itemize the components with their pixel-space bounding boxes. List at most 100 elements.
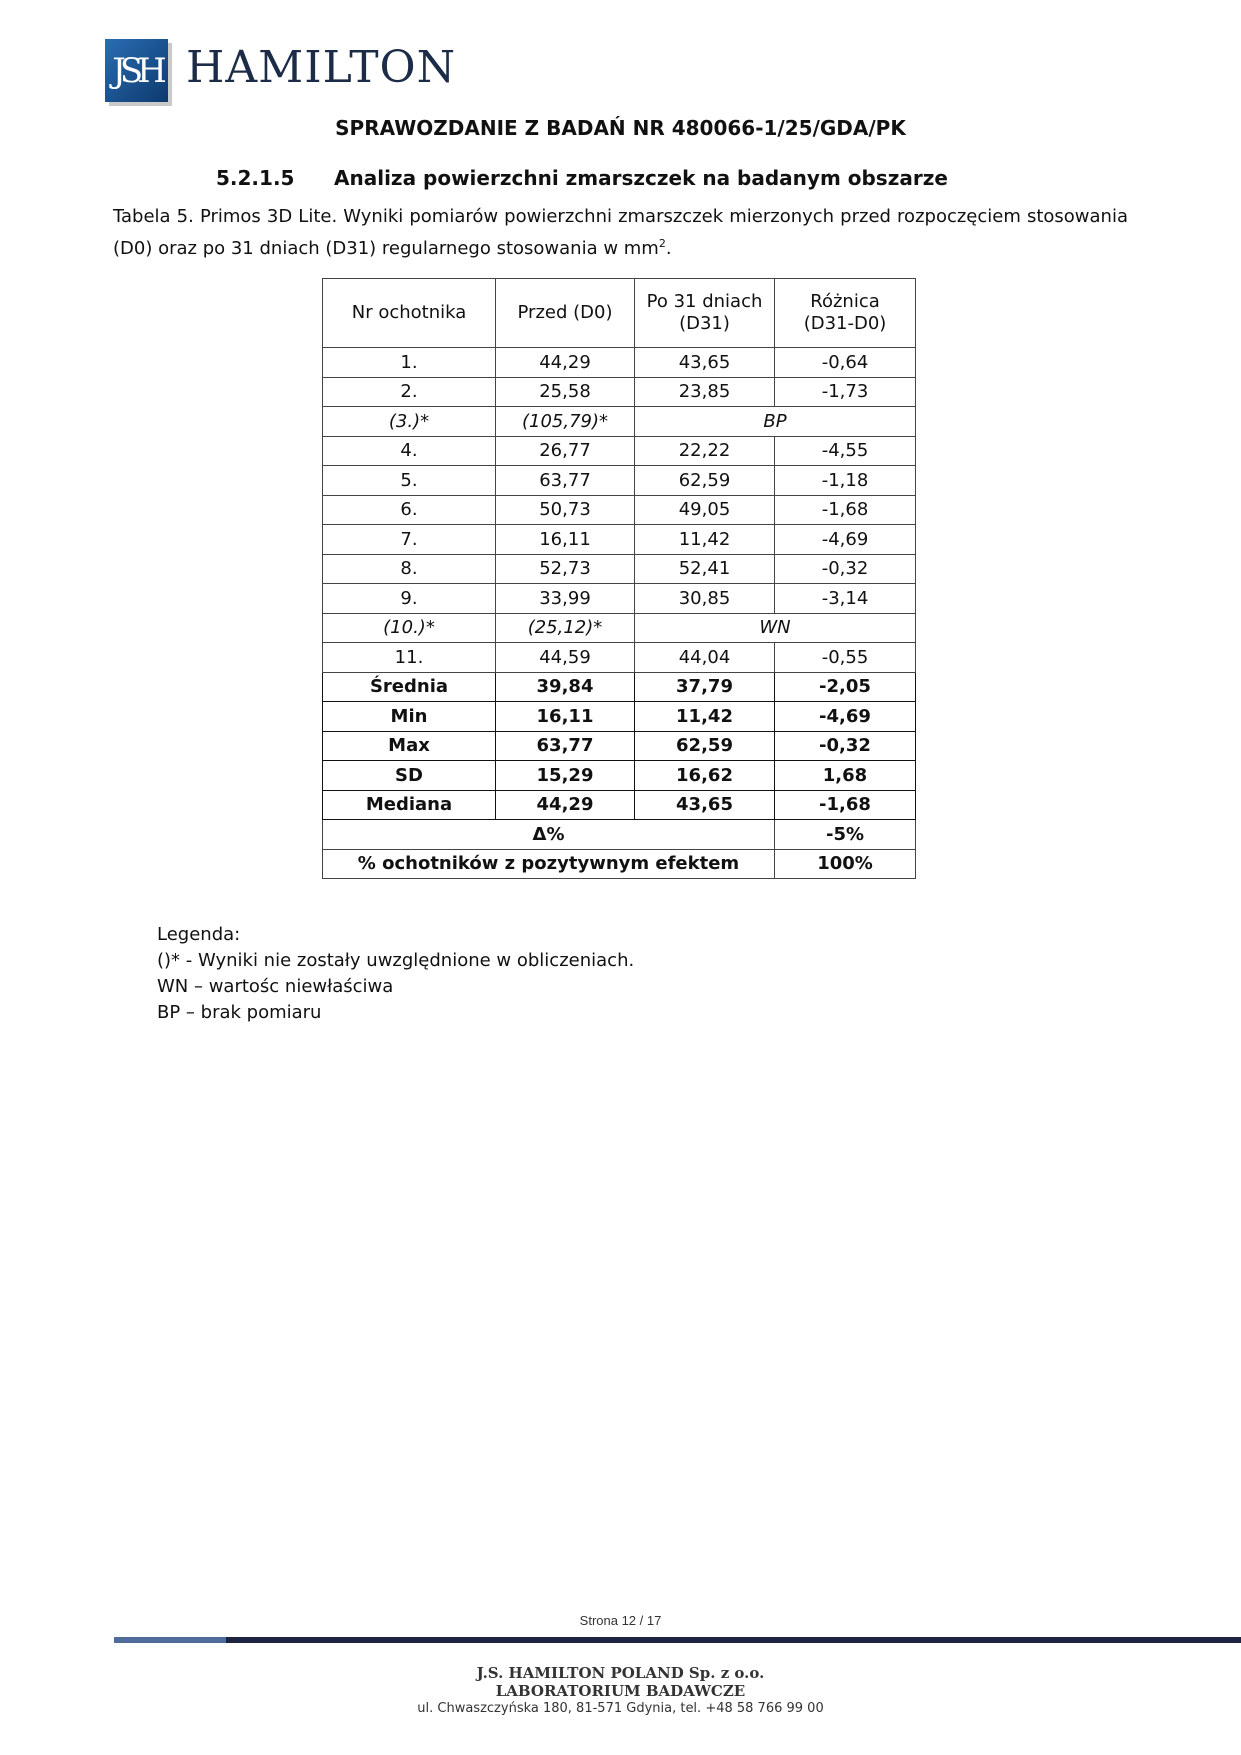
- caption-sup: 2: [658, 237, 666, 250]
- table-cell: -0,55: [774, 642, 916, 673]
- section-number: 5.2.1.5: [216, 166, 295, 190]
- table-cell: 52,73: [495, 553, 635, 584]
- table-cell: (25,12)*: [495, 612, 635, 643]
- table-cell: 39,84: [495, 671, 635, 702]
- table-cell: 1,68: [774, 760, 916, 791]
- table-cell: 30,85: [634, 583, 775, 614]
- section-title: Analiza powierzchni zmarszczek na badany…: [334, 166, 948, 190]
- table-cell: (105,79)*: [495, 406, 635, 437]
- caption-end: .: [665, 238, 672, 259]
- table-cell: BP: [634, 406, 916, 437]
- footer-company: J.S. HAMILTON POLAND Sp. z o.o.: [476, 1664, 765, 1682]
- table-cell: 33,99: [495, 583, 635, 614]
- table-cell: -0,32: [774, 730, 916, 761]
- page-number: Strona 12 / 17: [579, 1613, 662, 1628]
- table-cell: -3,14: [774, 583, 916, 614]
- logo-text: HAMILTON: [186, 42, 457, 93]
- table-cell: -1,18: [774, 465, 916, 496]
- column-header-line: Różnica: [810, 291, 880, 312]
- stats-row: Mediana 44,29 43,65 -1,68: [322, 789, 916, 820]
- table-cell: Mediana: [322, 789, 496, 820]
- table-cell: 43,65: [634, 789, 775, 820]
- table-cell: 11,42: [634, 701, 775, 732]
- column-header-line: Po 31 dniach: [646, 291, 763, 312]
- table-row: 6. 50,73 49,05 -1,68: [322, 494, 916, 525]
- stats-row: Max 63,77 62,59 -0,32: [322, 730, 916, 761]
- table-cell: 62,59: [634, 465, 775, 496]
- table-row: 7. 16,11 11,42 -4,69: [322, 524, 916, 555]
- table-row: 1. 44,29 43,65 -0,64: [322, 347, 916, 378]
- stats-row: Min 16,11 11,42 -4,69: [322, 701, 916, 732]
- table-header-row: Nr ochotnika Przed (D0) Po 31 dniach (D31) R…: [322, 278, 916, 348]
- column-header: Po 31 dniach (D31): [634, 278, 775, 348]
- section-heading: 5.2.1.5 Analiza powierzchni zmarszczek na…: [216, 166, 948, 190]
- table-cell: SD: [322, 760, 496, 791]
- table-cell: 37,79: [634, 671, 775, 702]
- table-cell: 16,11: [495, 524, 635, 555]
- table-cell: 49,05: [634, 494, 775, 525]
- table-cell: -4,69: [774, 701, 916, 732]
- table-cell: 52,41: [634, 553, 775, 584]
- table-row: 4. 26,77 22,22 -4,55: [322, 435, 916, 466]
- table-cell: -1,68: [774, 789, 916, 820]
- report-title: SPRAWOZDANIE Z BADAŃ NR 480066-1/25/GDA/…: [335, 116, 906, 140]
- table-cell: 43,65: [634, 347, 775, 378]
- legend-item: BP – brak pomiaru: [157, 1002, 322, 1023]
- table-cell: 62,59: [634, 730, 775, 761]
- table-cell: 44,29: [495, 347, 635, 378]
- table-cell: Min: [322, 701, 496, 732]
- table-cell: 50,73: [495, 494, 635, 525]
- table-row: 5. 63,77 62,59 -1,18: [322, 465, 916, 496]
- table-cell: 4.: [322, 435, 496, 466]
- table-row: 9. 33,99 30,85 -3,14: [322, 583, 916, 614]
- column-header: Przed (D0): [495, 278, 635, 348]
- logo-mark: JSH: [105, 39, 168, 102]
- table-row: (3.)* (105,79)* BP: [322, 406, 916, 437]
- table-cell: -0,64: [774, 347, 916, 378]
- table-cell: Max: [322, 730, 496, 761]
- table-cell: 22,22: [634, 435, 775, 466]
- table-cell: 63,77: [495, 465, 635, 496]
- legend-item: WN – wartośc niewłaściwa: [157, 976, 394, 997]
- table-row: (10.)* (25,12)* WN: [322, 612, 916, 643]
- table-cell: 8.: [322, 553, 496, 584]
- column-header: Nr ochotnika: [322, 278, 496, 348]
- table-cell: -2,05: [774, 671, 916, 702]
- column-header-line: Nr ochotnika: [351, 302, 467, 323]
- caption-text: Tabela 5. Primos 3D Lite. Wyniki pomiaró…: [113, 206, 1128, 259]
- legend-title: Legenda:: [157, 924, 241, 945]
- table-cell: 1.: [322, 347, 496, 378]
- table-cell: 16,11: [495, 701, 635, 732]
- table-cell: 11.: [322, 642, 496, 673]
- table-cell: -1,68: [774, 494, 916, 525]
- table-cell: 100%: [774, 848, 916, 879]
- table-cell: WN: [634, 612, 916, 643]
- footer-divider: [114, 1637, 1241, 1643]
- table-cell: (3.)*: [322, 406, 496, 437]
- stats-row: SD 15,29 16,62 1,68: [322, 760, 916, 791]
- table-cell: -4,69: [774, 524, 916, 555]
- table-cell: -1,73: [774, 376, 916, 407]
- table-cell: 16,62: [634, 760, 775, 791]
- footer-divider-accent: [114, 1637, 226, 1643]
- table-caption: Tabela 5. Primos 3D Lite. Wyniki pomiaró…: [113, 203, 1128, 262]
- table-cell: 2.: [322, 376, 496, 407]
- table-cell: Średnia: [322, 671, 496, 702]
- column-header-line: (D31-D0): [803, 313, 887, 334]
- table-row: 8. 52,73 52,41 -0,32: [322, 553, 916, 584]
- footer-address: ul. Chwaszczyńska 180, 81-571 Gdynia, te…: [417, 1701, 824, 1716]
- table-cell: 5.: [322, 465, 496, 496]
- table-cell: 7.: [322, 524, 496, 555]
- table-cell: (10.)*: [322, 612, 496, 643]
- table-cell: -4,55: [774, 435, 916, 466]
- footer: J.S. HAMILTON POLAND Sp. z o.o. LABORATO…: [0, 1664, 1241, 1718]
- table-cell: 44,59: [495, 642, 635, 673]
- table-cell: Δ%: [322, 819, 775, 850]
- footer-lab: LABORATORIUM BADAWCZE: [495, 1682, 746, 1700]
- table-cell: 9.: [322, 583, 496, 614]
- table-cell: 25,58: [495, 376, 635, 407]
- table-cell: 44,04: [634, 642, 775, 673]
- table-cell: 6.: [322, 494, 496, 525]
- column-header-line: (D31): [679, 313, 730, 334]
- results-table: Nr ochotnika Przed (D0) Po 31 dniach (D31) R…: [322, 278, 916, 879]
